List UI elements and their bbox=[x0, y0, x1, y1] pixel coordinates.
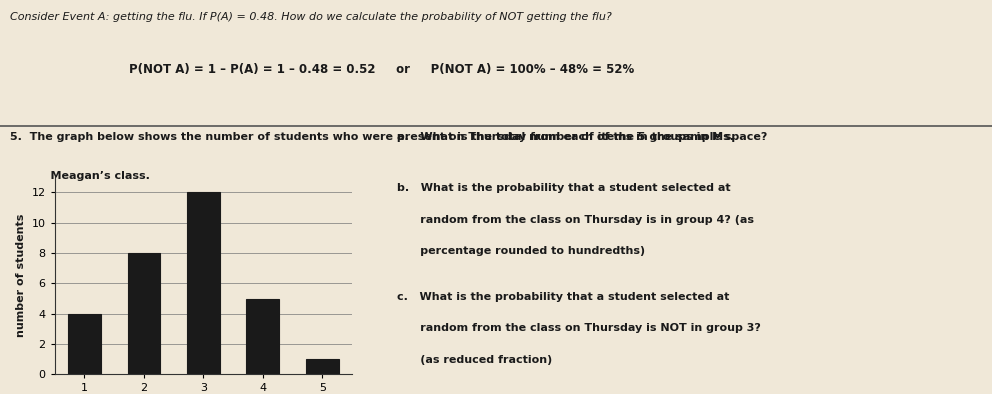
Text: c.   What is the probability that a student selected at: c. What is the probability that a studen… bbox=[397, 292, 729, 301]
Bar bbox=[306, 359, 338, 374]
Text: a.   What is the total number of items in the sample space?: a. What is the total number of items in … bbox=[397, 132, 767, 142]
Y-axis label: number of students: number of students bbox=[16, 214, 26, 338]
Text: Consider Event A: getting the flu. If P(A) = 0.48. How do we calculate the proba: Consider Event A: getting the flu. If P(… bbox=[10, 12, 612, 22]
Text: P(NOT A) = 1 – P(A) = 1 – 0.48 = 0.52     or     P(NOT A) = 100% – 48% = 52%: P(NOT A) = 1 – P(A) = 1 – 0.48 = 0.52 or… bbox=[129, 63, 634, 76]
Text: Meagan’s class.: Meagan’s class. bbox=[35, 171, 150, 181]
Text: 5.  The graph below shows the number of students who were present on Thursday fr: 5. The graph below shows the number of s… bbox=[10, 132, 734, 142]
Text: (as reduced fraction): (as reduced fraction) bbox=[397, 355, 553, 364]
Text: random from the class on Thursday is in group 4? (as: random from the class on Thursday is in … bbox=[397, 215, 754, 225]
Text: percentage rounded to hundredths): percentage rounded to hundredths) bbox=[397, 246, 645, 256]
Bar bbox=[246, 299, 279, 374]
Bar bbox=[68, 314, 101, 374]
Bar bbox=[187, 192, 219, 374]
Bar bbox=[128, 253, 161, 374]
Text: b.   What is the probability that a student selected at: b. What is the probability that a studen… bbox=[397, 183, 730, 193]
Text: random from the class on Thursday is NOT in group 3?: random from the class on Thursday is NOT… bbox=[397, 323, 761, 333]
